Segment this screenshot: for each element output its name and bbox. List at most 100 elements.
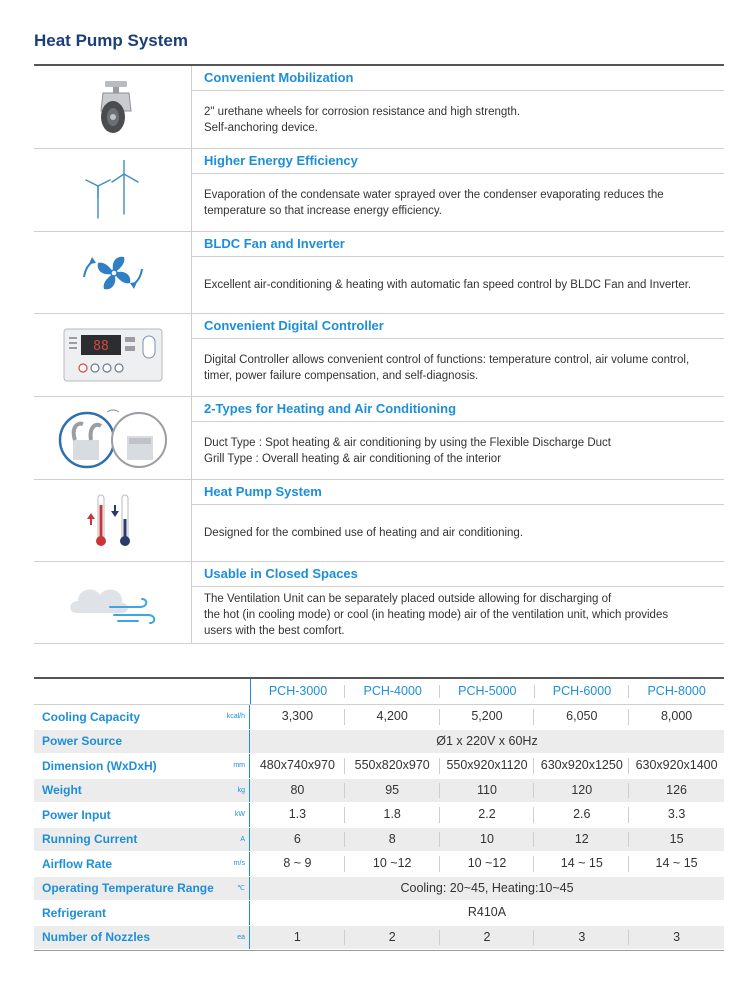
spec-unit: A	[240, 835, 245, 843]
feature-description: Digital Controller allows convenient con…	[204, 353, 690, 382]
spec-name: Refrigerant	[42, 905, 107, 920]
feature-row: 2-Types for Heating and Air Conditioning…	[34, 397, 724, 480]
spec-value: 1	[250, 926, 345, 950]
feature-row: Higher Energy Efficiency Evaporation of …	[34, 149, 724, 232]
spec-value: 15	[669, 831, 684, 846]
spec-unit: mm	[233, 762, 245, 770]
spec-unit: m/s	[233, 860, 245, 868]
spec-value: 110	[440, 779, 535, 803]
spec-name: Power Source	[42, 734, 123, 749]
spec-table: PCH-3000 PCH-4000 PCH-5000 PCH-6000 PCH-…	[34, 677, 724, 951]
spec-value: 10 ~12	[440, 852, 535, 876]
feature-heading: 2-Types for Heating and Air Conditioning	[192, 397, 724, 422]
spec-value: 3.3	[667, 807, 686, 821]
feature-row: Usable in Closed Spaces The Ventilation …	[34, 562, 724, 644]
spec-value: 630x920x1400	[635, 758, 718, 772]
spec-value: 8,000	[660, 709, 693, 723]
feature-heading: Convenient Digital Controller	[192, 314, 724, 339]
model-name: PCH-8000	[647, 684, 706, 698]
spec-unit: ℃	[237, 885, 245, 893]
spec-row: Airflow Rate m/s 8 ~ 9 10 ~12 10 ~12 14 ~ 15 1…	[34, 852, 724, 877]
spec-name: Weight	[42, 783, 82, 798]
spec-value: 630x920x1250	[534, 754, 629, 778]
spec-value: 1.8	[345, 803, 440, 827]
spec-header-row: PCH-3000 PCH-4000 PCH-5000 PCH-6000 PCH-…	[34, 679, 724, 705]
spec-value: 3	[673, 929, 681, 944]
fan-icon	[82, 256, 143, 289]
spec-unit: kcal/h	[226, 713, 245, 721]
cloud-wind-icon	[69, 588, 155, 624]
wind-turbine-icon	[84, 160, 139, 219]
spec-unit: ea	[237, 933, 245, 941]
spec-name: Running Current	[42, 832, 138, 847]
feature-row: Convenient Mobilization 2" urethane whee…	[34, 66, 724, 149]
spec-row: Operating Temperature Range ℃ Cooling: 20~…	[34, 876, 724, 901]
spec-value: 8 ~ 9	[250, 852, 345, 876]
spec-row: Number of Nozzles ea 1 2 2 3 3	[34, 925, 724, 950]
digital-controller-icon: 88	[63, 328, 162, 382]
feature-description: Evaporation of the condensate water spra…	[204, 188, 664, 217]
thermometer-icon	[86, 494, 130, 546]
spec-name: Power Input	[42, 807, 111, 822]
feature-heading: Heat Pump System	[192, 480, 724, 505]
feature-heading: Usable in Closed Spaces	[192, 562, 724, 587]
spec-value: Cooling: 20~45, Heating:10~45	[400, 880, 574, 895]
feature-heading: Higher Energy Efficiency	[192, 149, 724, 174]
feature-heading: BLDC Fan and Inverter	[192, 232, 724, 257]
spec-row: Refrigerant R410A	[34, 901, 724, 926]
caster-wheel-icon	[99, 81, 132, 133]
spec-value: 14 ~ 15	[655, 856, 698, 870]
spec-value: 550x920x1120	[440, 754, 535, 778]
spec-value: 6,050	[534, 705, 629, 729]
spec-value: 8	[345, 828, 440, 852]
spec-value: 3	[534, 926, 629, 950]
spec-unit: kg	[237, 786, 245, 794]
spec-row: Power Source Ø1 x 220V x 60Hz	[34, 729, 724, 754]
spec-unit: kW	[234, 811, 245, 819]
spec-name: Cooling Capacity	[42, 709, 141, 724]
spec-body: Cooling Capacity kcal/h 3,300 4,200 5,200 6,0…	[34, 705, 724, 950]
spec-row: Dimension (WxDxH) mm 480x740x970 550x820x97…	[34, 754, 724, 779]
spec-value: 2.6	[534, 803, 629, 827]
model-name: PCH-5000	[440, 679, 535, 704]
spec-value: 10 ~12	[345, 852, 440, 876]
spec-value: 80	[250, 779, 345, 803]
spec-name: Number of Nozzles	[42, 930, 151, 945]
spec-name: Airflow Rate	[42, 856, 113, 871]
feature-description: 2" urethane wheels for corrosion resista…	[204, 105, 521, 134]
spec-value: 1.3	[250, 803, 345, 827]
spec-name: Operating Temperature Range	[42, 881, 214, 896]
feature-description: Excellent air-conditioning & heating wit…	[204, 279, 692, 291]
spec-value: 480x740x970	[250, 754, 345, 778]
spec-row: Weight kg 80 95 110 120 126	[34, 778, 724, 803]
spec-value: 2	[440, 926, 535, 950]
model-name: PCH-3000	[251, 679, 346, 704]
feature-heading: Convenient Mobilization	[192, 66, 724, 91]
feature-row: BLDC Fan and Inverter Excellent air-cond…	[34, 232, 724, 314]
spec-row: Cooling Capacity kcal/h 3,300 4,200 5,200 6,0…	[34, 705, 724, 730]
spec-value: Ø1 x 220V x 60Hz	[436, 733, 538, 748]
spec-value: 120	[534, 779, 629, 803]
spec-value: 126	[666, 782, 688, 797]
feature-row: 88 Convenient Digital Controller Digital…	[34, 314, 724, 397]
spec-row: Power Input kW 1.3 1.8 2.2 2.6 3.3	[34, 803, 724, 828]
duct-grill-types-icon	[58, 409, 167, 469]
spec-value: 550x820x970	[345, 754, 440, 778]
svg-text:88: 88	[93, 339, 109, 354]
spec-value: R410A	[467, 905, 507, 919]
spec-value: 14 ~ 15	[534, 852, 629, 876]
spec-value: 10	[440, 828, 535, 852]
spec-value: 2	[345, 926, 440, 950]
spec-value: 5,200	[440, 705, 535, 729]
spec-value: 3,300	[250, 705, 345, 729]
spec-value: 4,200	[345, 705, 440, 729]
model-name: PCH-6000	[535, 679, 630, 704]
page-title: Heat Pump System	[34, 31, 188, 50]
feature-table: Convenient Mobilization 2" urethane whee…	[34, 64, 724, 644]
model-name: PCH-4000	[345, 679, 440, 704]
feature-description: The Ventilation Unit can be separately p…	[204, 593, 669, 637]
feature-row: Heat Pump System Designed for the combin…	[34, 480, 724, 562]
spec-value: 95	[345, 779, 440, 803]
feature-description: Designed for the combined use of heating…	[204, 527, 524, 539]
feature-description: Duct Type : Spot heating & air condition…	[204, 436, 611, 465]
